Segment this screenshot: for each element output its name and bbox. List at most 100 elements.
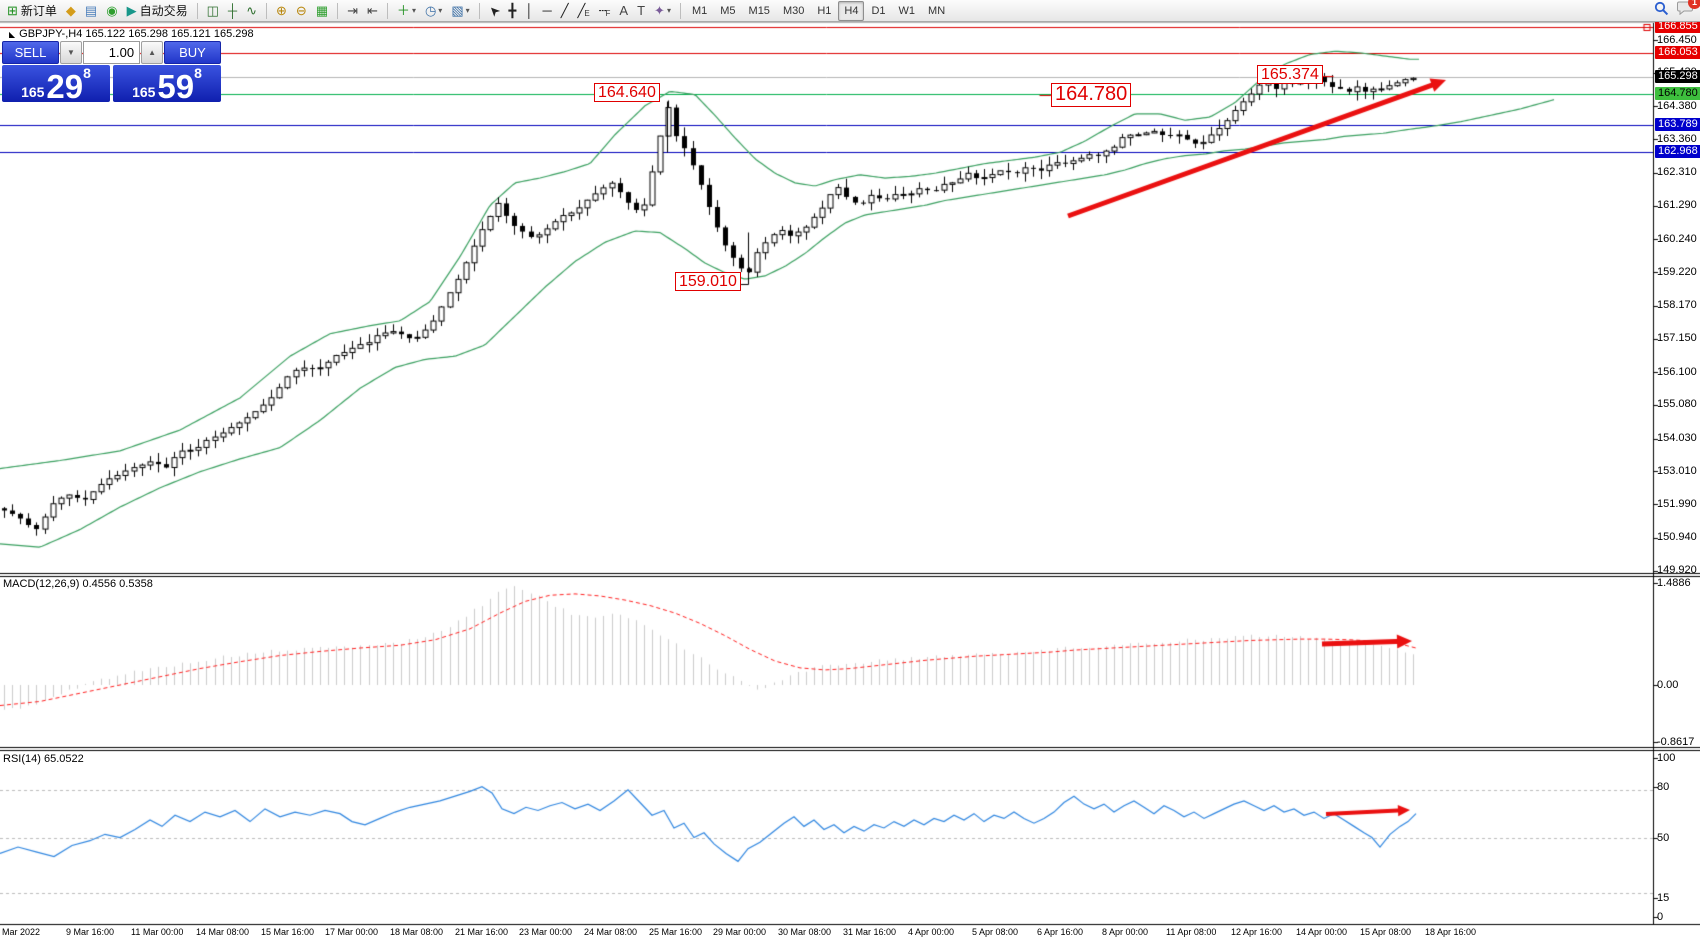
sell-price-display[interactable]: 165 29 8: [2, 65, 110, 103]
timeframe-M1[interactable]: M1: [691, 4, 708, 17]
chart-candles-icon[interactable]: ┼: [224, 1, 241, 21]
channel-button[interactable]: ╱ E: [574, 1, 594, 21]
zoom-in-icon: ⊕: [276, 2, 287, 18]
crosshair-button[interactable]: ╋: [505, 1, 521, 21]
dropdown-caret-icon[interactable]: ▾: [411, 6, 416, 15]
tile-windows-icon[interactable]: ▦: [312, 1, 332, 21]
price-axis-tick: 154.030: [1657, 432, 1697, 445]
toolbar-separator: [266, 2, 267, 19]
profiles-icon[interactable]: ▤: [81, 1, 101, 21]
chart-bars-icon-icon: ◫: [206, 2, 219, 18]
price-axis-tick: 157.150: [1657, 332, 1697, 345]
zoom-out-icon: ⊖: [295, 2, 307, 18]
time-axis-label: 11 Mar 00:00: [131, 927, 184, 937]
lot-size-input[interactable]: [82, 41, 141, 64]
templates-button[interactable]: ▧ ▾: [447, 1, 473, 21]
time-axis-label: 18 Apr 16:00: [1425, 927, 1477, 937]
rsi-axis-tick: 15: [1657, 891, 1670, 904]
price-annotation[interactable]: 165.374: [1257, 65, 1323, 85]
signals-icon[interactable]: ◉: [102, 1, 121, 21]
chart-bars-icon[interactable]: ◫: [203, 1, 223, 21]
lot-increase-button[interactable]: ▲: [141, 41, 163, 64]
sell-button[interactable]: SELL: [2, 41, 59, 64]
trendline-icon: ╱: [560, 2, 569, 18]
hline-button[interactable]: ─: [538, 1, 555, 21]
buy-price-big: 59: [157, 67, 195, 105]
buy-price-sup: 8: [194, 65, 202, 81]
auto-scroll-button[interactable]: ⇥: [343, 1, 362, 21]
chart-shift-button[interactable]: ⇤: [363, 1, 382, 21]
dropdown-caret-icon[interactable]: ▾: [666, 6, 671, 15]
cursor-button[interactable]: ➤: [485, 1, 504, 21]
price-annotation[interactable]: 159.010: [675, 272, 741, 292]
new-order-icon: ⊞: [7, 2, 18, 18]
timeframe-M5[interactable]: M5: [720, 4, 736, 17]
chart-candles-icon-icon: ┼: [227, 2, 238, 18]
time-axis-label: Mar 2022: [2, 927, 41, 937]
price-axis-tick: 155.080: [1657, 398, 1697, 411]
profiles-icon-icon: ▤: [84, 2, 98, 18]
price-axis-tick: 150.940: [1657, 531, 1697, 544]
buy-price-prefix: 165: [132, 83, 156, 100]
price-axis-tick: 160.240: [1657, 232, 1697, 245]
new-order-button[interactable]: ⊞ 新订单: [3, 1, 61, 21]
price-axis-tick: 153.010: [1657, 464, 1697, 477]
fibonacci-button[interactable]: ┄ F: [595, 1, 615, 21]
dropdown-caret-icon[interactable]: ▾: [438, 6, 443, 15]
trendline-button[interactable]: ╱: [557, 1, 573, 21]
periods-icon: ◷: [424, 2, 437, 18]
timeframe-M15[interactable]: M15: [748, 4, 770, 17]
textlabel-button[interactable]: T: [633, 1, 649, 21]
time-axis-label: 25 Mar 16:00: [649, 927, 703, 937]
toolbar-separator: [478, 2, 480, 19]
price-axis-tick: 156.100: [1657, 365, 1697, 378]
time-axis-label: 15 Mar 16:00: [261, 927, 315, 937]
time-axis-label: 14 Mar 08:00: [196, 927, 250, 937]
timeframe-D1[interactable]: D1: [871, 4, 886, 17]
sell-price-sup: 8: [83, 65, 91, 81]
notifications-icon[interactable]: 1: [1677, 0, 1700, 20]
lot-decrease-button[interactable]: ▼: [60, 41, 82, 64]
timeframe-M30[interactable]: M30: [782, 4, 805, 17]
indicators-icon: ＋: [396, 2, 410, 18]
dropdown-caret-icon[interactable]: ▾: [465, 6, 470, 15]
vline-icon: │: [525, 2, 534, 18]
time-axis-label: 6 Apr 16:00: [1037, 927, 1084, 937]
signals-icon-icon: ◉: [106, 2, 118, 18]
chart-line-icon[interactable]: ∿: [242, 1, 261, 21]
timeframe-W1[interactable]: W1: [898, 4, 916, 17]
text-icon: A: [619, 2, 629, 18]
text-button[interactable]: A: [615, 1, 632, 21]
timeframe-H4[interactable]: H4: [838, 0, 865, 21]
macd-indicator-label: MACD(12,26,9) 0.4556 0.5358: [3, 578, 153, 590]
buy-button[interactable]: BUY: [164, 41, 221, 64]
autotrading-button-label: 自动交易: [139, 4, 188, 18]
macd-axis-tick: -0.8617: [1657, 735, 1695, 748]
toolbar-separator: [337, 2, 339, 19]
rsi-axis-tick: 100: [1657, 751, 1676, 764]
timeframe-MN[interactable]: MN: [928, 4, 946, 17]
price-annotation[interactable]: 164.640: [594, 83, 660, 103]
time-axis-label: 21 Mar 16:00: [455, 927, 509, 937]
chart-title-text: GBPJPY-,H4 165.122 165.298 165.121 165.2…: [19, 28, 254, 40]
level-price-badge: 162.968: [1655, 144, 1700, 158]
history-icon[interactable]: ◆: [62, 1, 80, 21]
rsi-axis-tick: 50: [1657, 831, 1670, 844]
timeframe-H1[interactable]: H1: [817, 4, 832, 17]
price-annotation[interactable]: 164.780: [1051, 83, 1132, 107]
zoom-in-button[interactable]: ⊕: [272, 1, 291, 21]
price-axis-tick: 161.290: [1657, 199, 1697, 212]
indicators-button[interactable]: ＋ ▾: [393, 1, 420, 21]
buy-price-display[interactable]: 165 59 8: [113, 65, 221, 105]
time-axis-label: 18 Mar 08:00: [390, 927, 444, 937]
chart-title: ◣ GBPJPY-,H4 165.122 165.298 165.121 165.…: [9, 28, 254, 40]
periods-button[interactable]: ◷ ▾: [421, 1, 446, 21]
zoom-out-button[interactable]: ⊖: [292, 1, 311, 21]
arrows-button[interactable]: ✦ ▾: [650, 1, 675, 21]
search-icon[interactable]: [1654, 1, 1669, 21]
autotrading-button[interactable]: ▶ 自动交易: [123, 1, 192, 21]
tile-windows-icon-icon: ▦: [315, 2, 329, 18]
glyph-sub-letter: F: [605, 8, 611, 18]
vline-button[interactable]: │: [521, 1, 537, 21]
